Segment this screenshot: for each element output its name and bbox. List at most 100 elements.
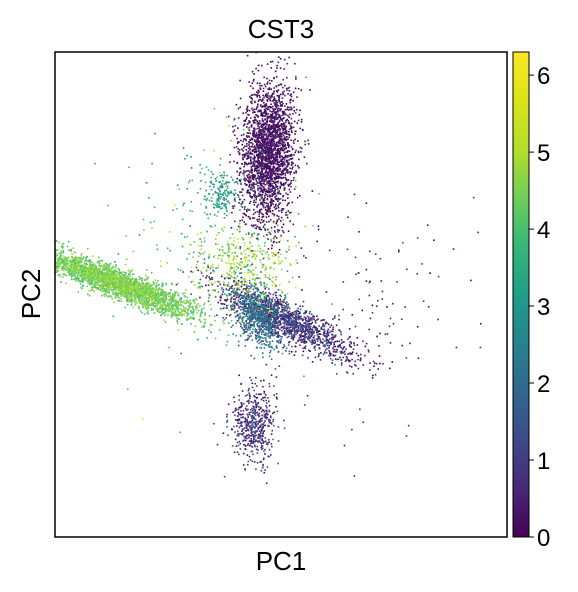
- cell-point: [252, 174, 255, 176]
- cell-point: [230, 286, 232, 288]
- cell-point: [261, 427, 264, 429]
- cell-point: [287, 93, 289, 95]
- cell-point: [238, 172, 241, 174]
- cell-point: [266, 139, 268, 141]
- cell-point: [249, 282, 251, 284]
- cell-point: [233, 129, 236, 132]
- cell-point: [249, 459, 252, 461]
- cell-point: [240, 134, 243, 137]
- cell-point: [299, 195, 301, 197]
- cell-point: [258, 144, 261, 146]
- cell-point: [268, 169, 271, 171]
- cell-point: [241, 154, 244, 157]
- cell-point: [271, 340, 274, 343]
- cell-point: [249, 146, 251, 148]
- cell-point: [258, 140, 260, 143]
- cell-point: [280, 304, 283, 307]
- cell-point: [253, 395, 255, 397]
- cell-point: [268, 79, 271, 82]
- cell-point: [271, 93, 274, 96]
- cell-point: [275, 237, 278, 239]
- cell-point: [261, 139, 264, 141]
- cell-point: [257, 187, 259, 190]
- cell-point: [404, 306, 406, 308]
- cell-point: [346, 372, 349, 374]
- cell-point: [288, 171, 290, 173]
- cell-point: [292, 100, 294, 102]
- cell-point: [256, 138, 259, 140]
- cell-point: [274, 198, 277, 200]
- cell-point: [249, 132, 251, 135]
- cell-point: [263, 424, 266, 427]
- cell-point: [295, 320, 297, 322]
- cell-point: [281, 226, 283, 229]
- cell-point: [305, 333, 307, 335]
- cell-point: [248, 180, 250, 183]
- cell-point: [280, 163, 282, 165]
- cell-point: [284, 145, 287, 147]
- cell-point: [286, 320, 288, 323]
- cell-point: [237, 422, 239, 424]
- cell-point: [287, 146, 290, 149]
- cell-point: [245, 214, 247, 217]
- cell-point: [302, 338, 305, 340]
- cell-point: [219, 283, 221, 286]
- cell-point: [274, 226, 276, 228]
- cell-point: [256, 206, 258, 208]
- cell-point: [292, 337, 295, 340]
- cell-point: [249, 413, 251, 416]
- cell-point: [253, 413, 256, 416]
- cell-point: [260, 197, 263, 200]
- cell-point: [378, 355, 381, 357]
- cell-point: [243, 300, 246, 302]
- cell-point: [261, 99, 264, 102]
- cell-point: [269, 207, 271, 210]
- cell-point: [246, 413, 248, 416]
- cell-point: [263, 379, 265, 382]
- cell-point: [277, 231, 279, 233]
- cell-point: [245, 306, 247, 308]
- cell-point: [264, 305, 266, 308]
- cell-point: [288, 335, 290, 338]
- cell-point: [266, 99, 269, 101]
- cell-point: [309, 331, 311, 334]
- cell-point: [308, 349, 310, 352]
- cell-point: [274, 178, 276, 180]
- cell-point: [253, 157, 255, 160]
- cell-point: [342, 356, 344, 359]
- cell-point: [277, 134, 280, 136]
- cell-point: [291, 312, 294, 314]
- cell-point: [243, 452, 245, 455]
- cell-point: [286, 309, 288, 312]
- cell-point: [251, 153, 254, 155]
- cell-point: [253, 73, 255, 75]
- cell-point: [238, 434, 240, 437]
- cell-point: [265, 339, 267, 341]
- cell-point: [269, 126, 272, 128]
- cell-point: [261, 337, 264, 339]
- cell-point: [304, 329, 307, 331]
- cell-point: [244, 407, 247, 410]
- cell-point: [351, 351, 354, 353]
- cell-point: [288, 319, 291, 322]
- cell-point: [275, 76, 278, 78]
- cell-point: [273, 385, 275, 387]
- cell-point: [329, 326, 331, 328]
- cell-point: [229, 277, 231, 280]
- cell-point: [256, 182, 259, 184]
- cell-point: [232, 207, 235, 209]
- cell-point: [288, 133, 291, 136]
- cell-point: [268, 326, 271, 328]
- cell-point: [279, 176, 282, 179]
- cell-point: [262, 442, 265, 444]
- cell-point: [263, 219, 265, 222]
- cell-point: [278, 248, 281, 251]
- cell-point: [275, 103, 277, 106]
- cell-point: [261, 419, 263, 422]
- cell-point: [277, 188, 279, 190]
- cell-point: [265, 174, 268, 176]
- cell-point: [258, 314, 261, 316]
- cell-point: [273, 90, 275, 93]
- cell-point: [406, 268, 408, 271]
- cell-point: [288, 317, 291, 319]
